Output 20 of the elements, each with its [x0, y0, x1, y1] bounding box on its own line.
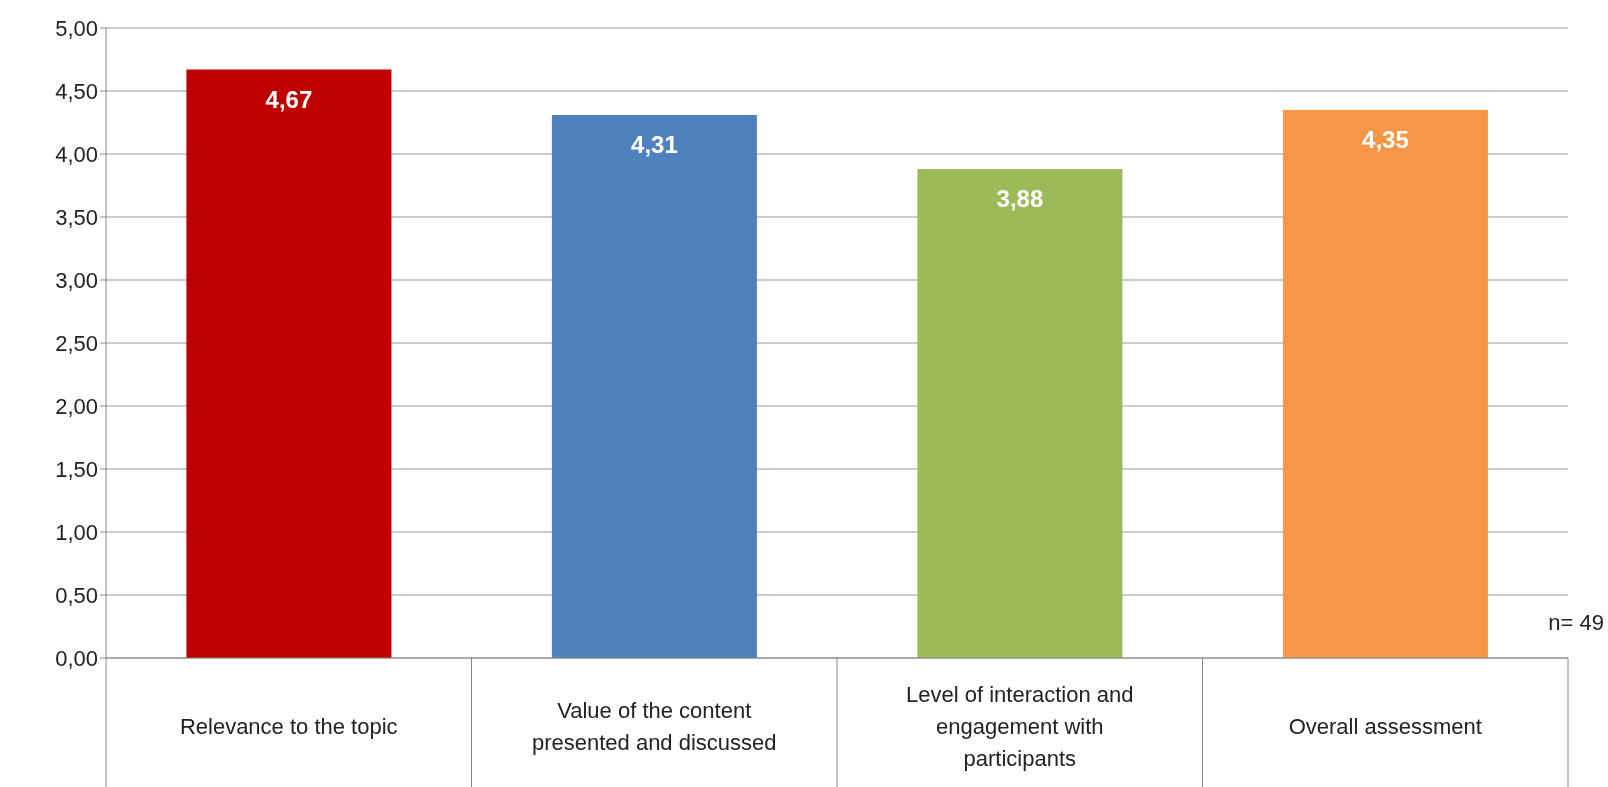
data-label: 4,35: [1362, 125, 1409, 153]
y-tick-label: 5,00: [55, 15, 98, 41]
x-tick-label: Value of the content presented and discussed: [531, 698, 777, 755]
x-tick-label: Overall assessment: [1288, 714, 1482, 739]
annotation: n= 49: [1548, 610, 1604, 636]
y-tick-label: 2,50: [55, 330, 98, 356]
y-tick-label: 0,50: [55, 582, 98, 608]
y-tick-label: 1,00: [55, 519, 98, 545]
y-tick-label: 3,00: [55, 267, 98, 293]
data-label: 3,88: [996, 185, 1044, 213]
y-tick-label: 4,50: [55, 78, 98, 104]
data-label: 4,31: [631, 130, 678, 158]
x-tick-label: Level of interaction and engagement with participants: [906, 682, 1134, 771]
y-tick-label: 4,00: [55, 141, 98, 167]
y-tick-label: 2,00: [55, 393, 98, 419]
y-tick-label: 0,00: [55, 645, 98, 671]
y-tick-label: 1,50: [55, 456, 98, 482]
x-tick-label: Relevance to the topic: [179, 714, 398, 739]
data-label: 4,67: [265, 85, 313, 113]
y-tick-label: 3,50: [55, 204, 98, 230]
